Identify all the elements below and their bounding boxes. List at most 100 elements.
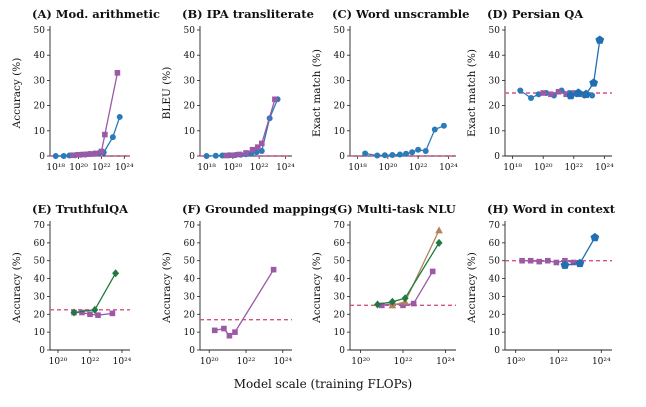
data-point [429, 268, 436, 275]
y-tick-label: 70 [489, 221, 501, 231]
data-point [389, 151, 396, 158]
data-point [87, 151, 93, 157]
data-point [112, 269, 120, 278]
data-point [362, 150, 369, 157]
y-tick-label: 10 [334, 328, 346, 338]
y-tick-label: 0 [39, 152, 45, 162]
data-point [255, 144, 261, 150]
x-tick-label: 10²⁰ [224, 163, 243, 173]
y-axis-label: Exact match (%) [466, 49, 478, 137]
x-tick-label: 10²⁰ [506, 357, 525, 367]
y-tick-label: 10 [334, 127, 346, 137]
y-tick-label: 0 [339, 152, 345, 162]
data-point [435, 226, 443, 234]
y-tick-label: 70 [34, 221, 46, 231]
y-axis-label: Exact match (%) [311, 49, 323, 137]
y-tick-label: 30 [34, 292, 46, 302]
data-point [555, 88, 562, 95]
data-point [114, 70, 121, 76]
x-tick-label: 10²⁴ [439, 163, 458, 173]
data-point [415, 146, 422, 153]
panel-title: (B) IPA transliterate [182, 7, 314, 21]
data-point [560, 260, 570, 269]
data-point [52, 153, 59, 159]
data-point [102, 131, 108, 138]
data-point [232, 329, 238, 335]
data-point [230, 152, 236, 159]
x-tick-label: 10²⁰ [351, 357, 370, 367]
panel-4: (D) Persian QA 0 10 20 30 40 50 10¹⁸ 10²⁰ 10²² 10²… [466, 7, 614, 173]
y-tick-label: 30 [334, 76, 346, 86]
x-tick-label: 10²² [394, 357, 413, 367]
y-tick-label: 20 [489, 310, 501, 320]
x-tick-label: 10²⁴ [592, 357, 611, 367]
data-point [91, 305, 99, 314]
y-tick-label: 10 [489, 328, 501, 338]
x-tick-label: 10¹⁸ [46, 163, 65, 173]
x-tick-label: 10²⁰ [200, 357, 219, 367]
data-point [258, 140, 265, 147]
y-axis-label: BLEU (%) [161, 67, 173, 120]
data-point [221, 325, 227, 332]
y-tick-label: 40 [184, 51, 196, 61]
series-line-2 [392, 230, 440, 306]
y-tick-label: 0 [39, 346, 45, 356]
data-point [548, 91, 554, 98]
y-tick-label: 10 [34, 127, 46, 137]
x-tick-label: 10²² [564, 163, 583, 173]
data-point [79, 309, 85, 316]
data-point [431, 126, 438, 133]
series-line-2 [72, 72, 119, 156]
data-point [570, 90, 577, 96]
data-point [75, 151, 82, 158]
x-tick-label: 10¹⁸ [503, 163, 522, 173]
data-point [379, 302, 385, 309]
data-point [236, 151, 243, 158]
x-tick-label: 10¹⁸ [197, 163, 216, 173]
y-tick-label: 50 [184, 26, 196, 36]
y-tick-label: 50 [184, 257, 196, 267]
y-tick-label: 0 [189, 152, 195, 162]
y-tick-label: 30 [334, 292, 346, 302]
data-point [98, 148, 105, 155]
data-point [374, 300, 382, 309]
data-point [211, 327, 218, 334]
data-point [396, 151, 403, 158]
y-axis-label: Accuracy (%) [11, 252, 23, 324]
y-tick-label: 30 [489, 292, 501, 302]
data-point [109, 134, 116, 141]
data-point [527, 95, 534, 102]
data-point [374, 152, 381, 159]
y-tick-label: 60 [334, 239, 346, 249]
data-point [589, 78, 599, 87]
data-point [589, 92, 596, 99]
panel-2: (B) IPA transliterate 0 10 20 30 40 50 10¹⁸ 10²⁰… [161, 7, 314, 173]
y-tick-label: 40 [184, 275, 196, 285]
data-point [87, 311, 93, 318]
data-point [249, 146, 256, 153]
x-tick-label: 10²⁴ [273, 357, 292, 367]
y-tick-label: 50 [34, 257, 46, 267]
y-tick-label: 40 [34, 51, 46, 61]
x-tick-label: 10²² [409, 163, 428, 173]
x-tick-label: 10²⁴ [115, 163, 134, 173]
data-point [540, 90, 547, 96]
y-tick-label: 10 [34, 328, 46, 338]
data-point [116, 113, 123, 120]
data-point [595, 35, 605, 44]
x-tick-label: 10²⁴ [436, 357, 455, 367]
series-line-3 [570, 39, 601, 97]
data-point [527, 257, 534, 264]
x-tick-label: 10²² [92, 163, 111, 173]
data-point [70, 308, 78, 317]
data-point [403, 150, 410, 157]
panel-7: (G) Multi-task NLU 0 10 20 30 40 50 60 70 10²⁰ 10²… [311, 202, 456, 367]
data-point [574, 88, 583, 97]
data-point [243, 150, 249, 156]
panel-6: (F) Grounded mappings 0 10 20 30 40 50 60 70 10²⁰… [161, 202, 336, 367]
data-point [226, 332, 233, 339]
panel-3: (C) Word unscramble 0 10 20 30 40 50 10¹⁸ 10²⁰ 10… [311, 7, 469, 173]
data-point [536, 258, 543, 265]
data-point [212, 152, 219, 159]
data-point [553, 259, 560, 266]
